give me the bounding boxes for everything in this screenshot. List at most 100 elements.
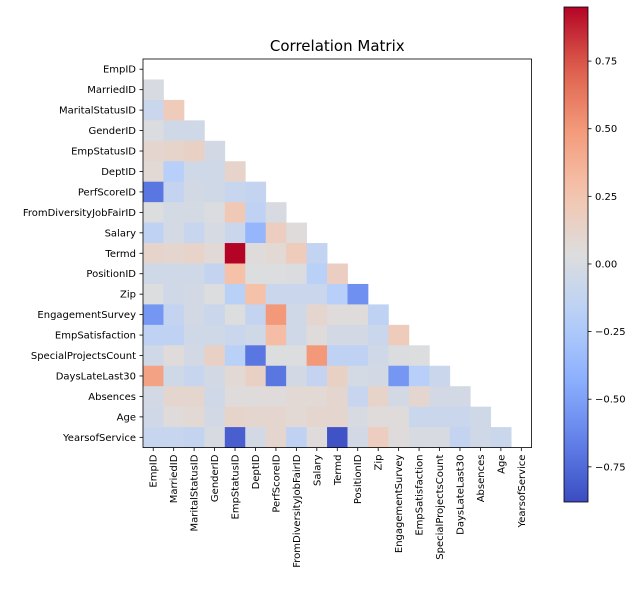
heatmap-cell-PositionID-Termd — [327, 263, 348, 285]
chart-title: Correlation Matrix — [270, 37, 405, 55]
heatmap-cell-DaysLateLast30-EngagementSurvey — [388, 365, 410, 387]
heatmap-cell-Age-EmpStatusID — [224, 406, 246, 428]
x-tick-label-Zip: Zip — [374, 455, 385, 471]
x-tick-label-DaysLateLast30: DaysLateLast30 — [455, 455, 466, 535]
heatmap-cell-Salary-EmpStatusID — [224, 222, 246, 244]
heatmap-cell-GenderID-MarriedID — [163, 120, 185, 142]
heatmap-cell-FromDiversityJobFairID-MaritalStatusID — [183, 202, 205, 223]
x-tick-label-EmpID: EmpID — [149, 454, 160, 487]
heatmap-cell-Age-Termd — [327, 406, 348, 428]
heatmap-cell-EmpStatusID-MaritalStatusID — [183, 140, 205, 162]
heatmap-cell-EmpSatisfaction-EngagementSurvey — [388, 324, 410, 346]
heatmap-cell-Age-DeptID — [245, 406, 267, 428]
heatmap-cell-EngagementSurvey-FromDiversityJobFairID — [286, 304, 307, 326]
heatmap-cell-DaysLateLast30-EmpID — [143, 365, 164, 387]
heatmap-cell-YearsofService-Absences — [470, 427, 492, 448]
heatmap-cell-EmpStatusID-MarriedID — [163, 140, 185, 162]
heatmap-cell-Zip-MarriedID — [163, 283, 185, 305]
colorbar-gradient — [564, 7, 588, 502]
x-tick-label-Age: Age — [496, 455, 507, 474]
colorbar-frame — [563, 6, 589, 503]
heatmap-cell-YearsofService-MaritalStatusID — [183, 427, 205, 448]
y-tick-label-MaritalStatusID: MaritalStatusID — [59, 106, 136, 117]
heatmap-cell-Zip-EmpStatusID — [224, 283, 246, 305]
x-tick-label-SpecialProjectsCount: SpecialProjectsCount — [435, 454, 446, 559]
heatmap-cell-DaysLateLast30-EmpStatusID — [224, 365, 246, 387]
heatmap-cell-EmpSatisfaction-MaritalStatusID — [183, 324, 205, 346]
heatmap-cell-Absences-MarriedID — [163, 386, 185, 408]
colorbar-tick-label: 0.75 — [595, 57, 617, 68]
heatmap-cell-Zip-PerfScoreID — [265, 283, 287, 305]
heatmap-cell-SpecialProjectsCount-EmpSatisfaction — [408, 345, 430, 367]
heatmap-cell-PositionID-GenderID — [204, 263, 226, 285]
heatmap-cell-PositionID-EmpID — [143, 263, 164, 285]
heatmap-cell-PerfScoreID-MaritalStatusID — [183, 181, 205, 203]
heatmap-cell-Absences-Salary — [306, 386, 328, 408]
heatmap-cell-DaysLateLast30-FromDiversityJobFairID — [286, 365, 307, 387]
heatmap-cell-EngagementSurvey-Salary — [306, 304, 328, 326]
colorbar-tick-label: 0.25 — [595, 192, 617, 203]
heatmap-cell-Age-GenderID — [204, 406, 226, 428]
colorbar-tick-label: −0.25 — [595, 327, 626, 338]
heatmap-cell-DeptID-MarriedID — [163, 161, 185, 183]
heatmap-cell-DaysLateLast30-GenderID — [204, 365, 226, 387]
heatmap-cell-PositionID-FromDiversityJobFairID — [286, 263, 307, 285]
heatmap-cell-Termd-PerfScoreID — [265, 243, 287, 264]
heatmap-cell-PerfScoreID-GenderID — [204, 181, 226, 203]
heatmap-cell-YearsofService-Age — [490, 427, 512, 448]
y-tick-label-PositionID: PositionID — [86, 269, 136, 280]
heatmap-cell-SpecialProjectsCount-Salary — [306, 345, 328, 367]
heatmap-cell-Age-Absences — [470, 406, 492, 428]
heatmap-cell-Age-SpecialProjectsCount — [429, 406, 451, 428]
heatmap-cell-SpecialProjectsCount-FromDiversityJobFairID — [286, 345, 307, 367]
heatmap-cell-SpecialProjectsCount-PerfScoreID — [265, 345, 287, 367]
heatmap-cell-SpecialProjectsCount-EngagementSurvey — [388, 345, 410, 367]
heatmap-cell-DaysLateLast30-MarriedID — [163, 365, 185, 387]
heatmap-cell-SpecialProjectsCount-EmpID — [143, 345, 164, 367]
heatmap-cell-Termd-GenderID — [204, 243, 226, 264]
heatmap-cell-YearsofService-Termd — [327, 427, 348, 448]
heatmap-cell-SpecialProjectsCount-MarriedID — [163, 345, 185, 367]
heatmap-cell-Termd-DeptID — [245, 243, 267, 264]
heatmap-cell-DaysLateLast30-MaritalStatusID — [183, 365, 205, 387]
heatmap-cell-Absences-DeptID — [245, 386, 267, 408]
heatmap-cell-Salary-PerfScoreID — [265, 222, 287, 244]
heatmap-cell-Age-EngagementSurvey — [388, 406, 410, 428]
heatmap-cell-Age-Salary — [306, 406, 328, 428]
x-tick-label-PerfScoreID: PerfScoreID — [271, 454, 282, 512]
heatmap-cell-EngagementSurvey-PerfScoreID — [265, 304, 287, 326]
x-tick-label-PositionID: PositionID — [353, 454, 364, 504]
heatmap-cell-PerfScoreID-EmpID — [143, 181, 164, 203]
y-tick-label-YearsofService: YearsofService — [62, 433, 136, 444]
heatmap-cell-Absences-Termd — [327, 386, 348, 408]
heatmap-cell-PositionID-MaritalStatusID — [183, 263, 205, 285]
heatmap-cell-SpecialProjectsCount-GenderID — [204, 345, 226, 367]
colorbar-tick-label: 0.50 — [595, 124, 617, 135]
heatmap-cell-GenderID-MaritalStatusID — [183, 120, 205, 142]
heatmap-cell-YearsofService-PositionID — [347, 427, 369, 448]
heatmap-cell-DeptID-EmpStatusID — [224, 161, 246, 183]
x-tick-label-EmpSatisfaction: EmpSatisfaction — [415, 455, 426, 536]
heatmap-cell-Age-EmpID — [143, 406, 164, 428]
x-tick-label-DeptID: DeptID — [251, 454, 262, 489]
heatmap-cell-DaysLateLast30-Termd — [327, 365, 348, 387]
colorbar-tick-label: −0.75 — [595, 462, 626, 473]
heatmap-cell-EmpSatisfaction-EmpID — [143, 324, 164, 346]
heatmap-cell-EngagementSurvey-Termd — [327, 304, 348, 326]
x-tick-label-FromDiversityJobFairID: FromDiversityJobFairID — [292, 454, 303, 567]
heatmap-cell-EmpSatisfaction-EmpStatusID — [224, 324, 246, 346]
heatmap-cell-EngagementSurvey-MaritalStatusID — [183, 304, 205, 326]
heatmap-cell-Absences-FromDiversityJobFairID — [286, 386, 307, 408]
y-tick-label-GenderID: GenderID — [89, 126, 137, 137]
y-tick-label-MarriedID: MarriedID — [87, 85, 136, 96]
heatmap-cell-DeptID-MaritalStatusID — [183, 161, 205, 183]
heatmap-cells — [143, 79, 512, 448]
heatmap-cell-EngagementSurvey-EmpStatusID — [224, 304, 246, 326]
y-tick-label-Salary: Salary — [105, 228, 136, 239]
heatmap-cell-SpecialProjectsCount-Zip — [367, 345, 389, 367]
heatmap-cell-Absences-EmpStatusID — [224, 386, 246, 408]
heatmap-cell-DaysLateLast30-DeptID — [245, 365, 267, 387]
heatmap-cell-Absences-DaysLateLast30 — [449, 386, 471, 408]
y-tick-label-SpecialProjectsCount: SpecialProjectsCount — [31, 351, 136, 362]
heatmap-cell-SpecialProjectsCount-DeptID — [245, 345, 267, 367]
